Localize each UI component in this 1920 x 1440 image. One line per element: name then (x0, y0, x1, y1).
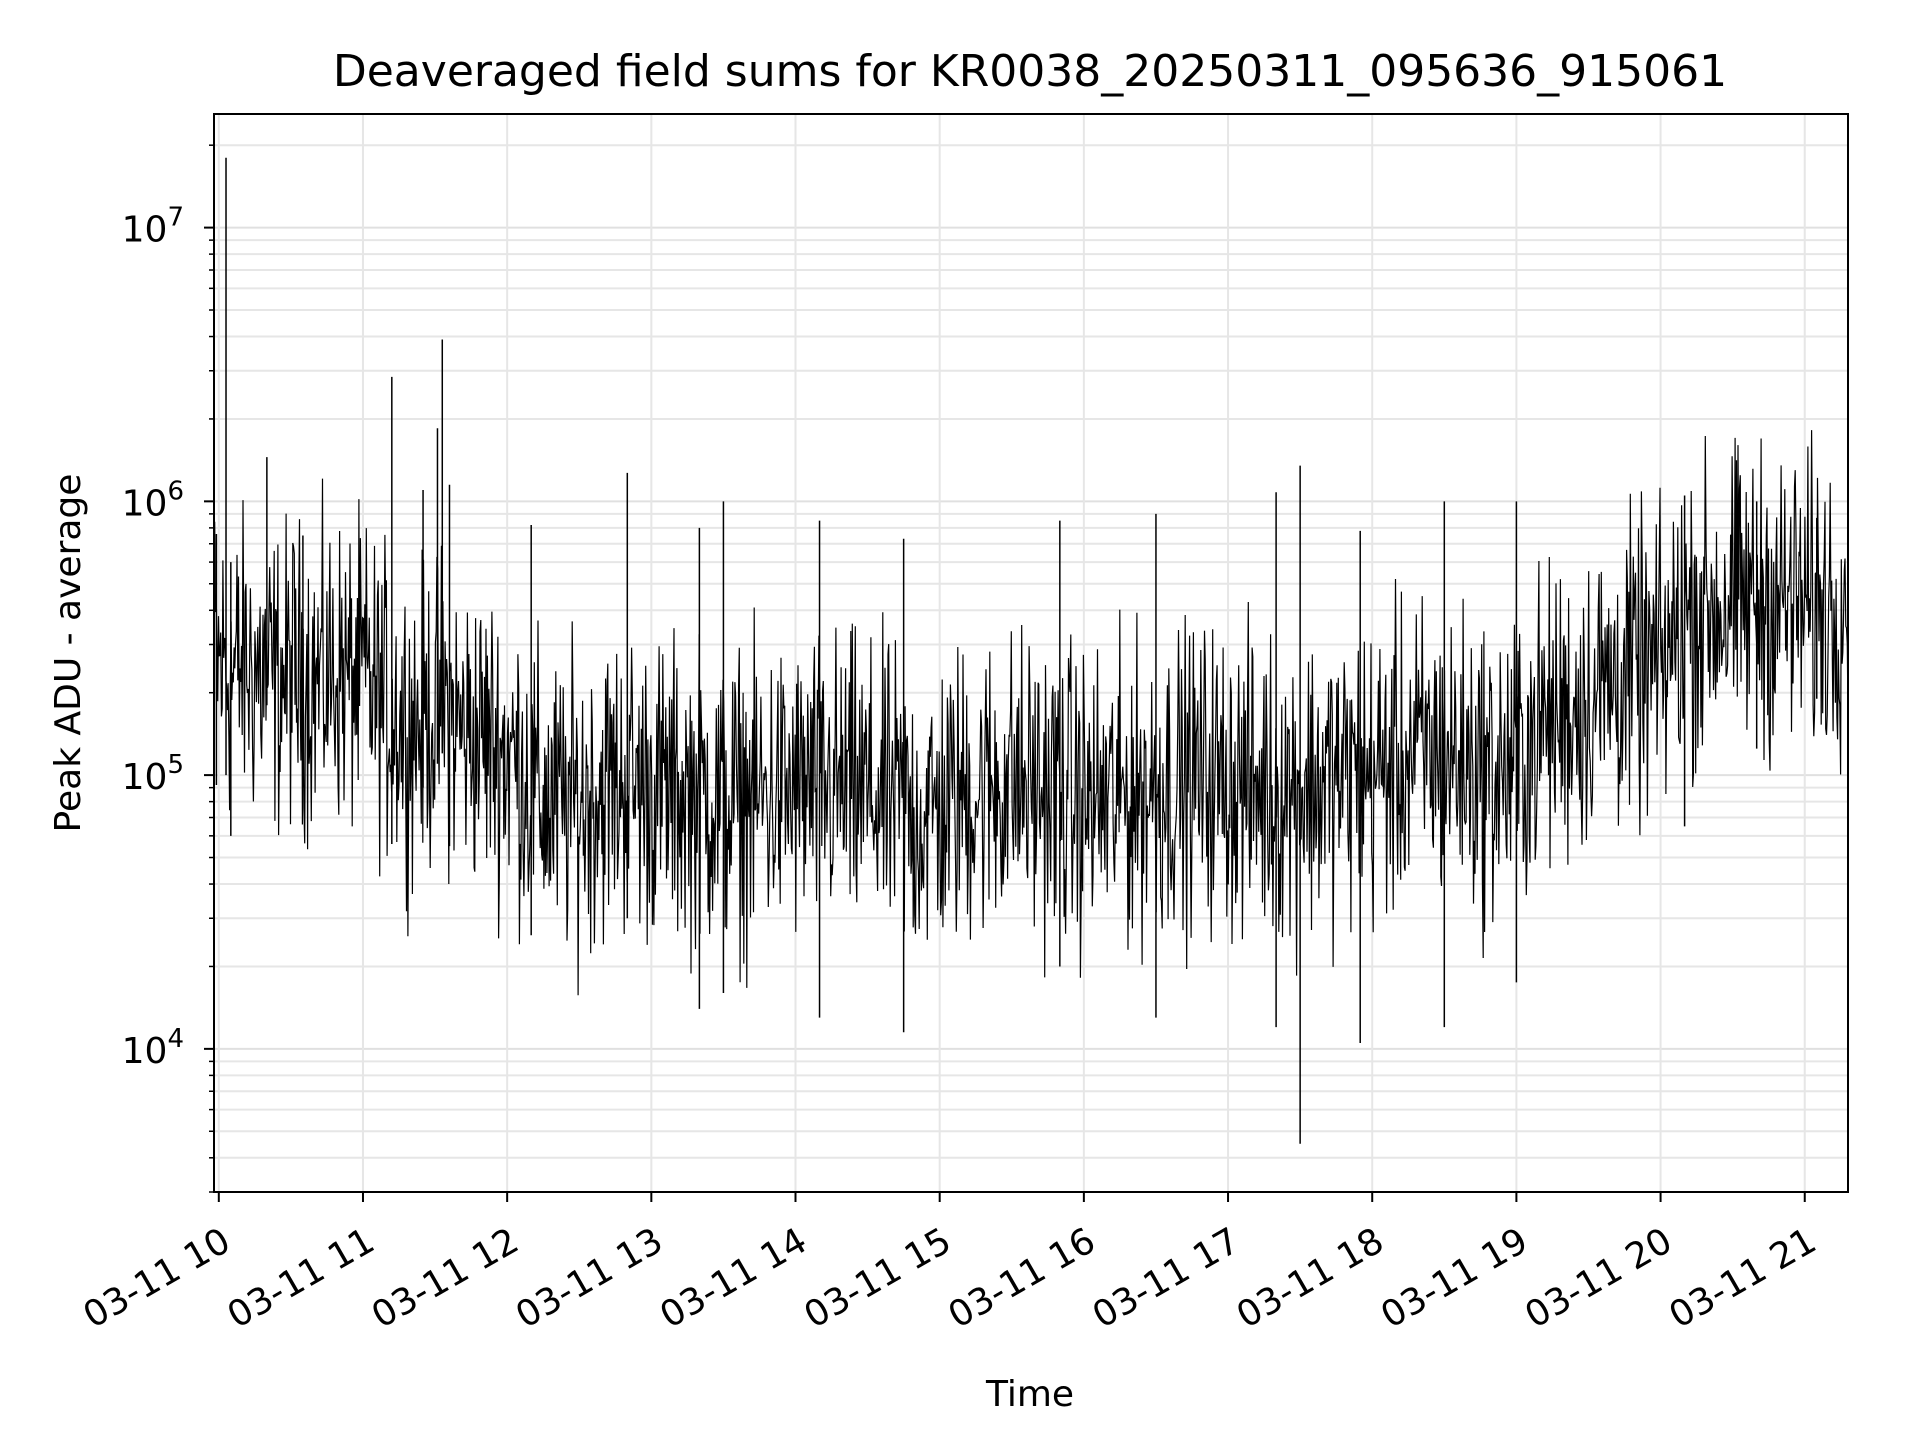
series-line (214, 430, 1848, 996)
x-tick-label: 03-11 17 (1086, 1220, 1247, 1336)
data-series (214, 157, 1848, 1144)
y-tick-label: 107 (122, 203, 184, 251)
x-tick-label: 03-11 20 (1518, 1220, 1679, 1336)
x-tick-label: 03-11 18 (1230, 1220, 1391, 1336)
x-tick-label: 03-11 19 (1374, 1220, 1535, 1336)
plot-frame (213, 113, 1849, 1193)
x-tick-label: 03-11 10 (77, 1220, 238, 1336)
x-tick-label: 03-11 15 (798, 1220, 959, 1336)
x-tick-label: 03-11 13 (509, 1220, 670, 1336)
y-tick-label: 104 (122, 1024, 184, 1072)
x-tick-label: 03-11 16 (942, 1220, 1103, 1336)
chart-title: Deaveraged field sums for KR0038_2025031… (333, 46, 1727, 97)
x-tick-label: 03-11 21 (1663, 1220, 1824, 1336)
x-tick-label: 03-11 12 (365, 1220, 526, 1336)
y-tick-label: 105 (122, 750, 184, 798)
y-tick-label: 106 (122, 476, 184, 524)
y-axis-label: Peak ADU - average (48, 474, 89, 833)
x-tick-label: 03-11 14 (653, 1220, 814, 1336)
y-axis: 104 105 106 107 (122, 144, 214, 1193)
x-tick-label: 03-11 11 (221, 1220, 382, 1336)
x-axis-label: Time (985, 1374, 1074, 1415)
